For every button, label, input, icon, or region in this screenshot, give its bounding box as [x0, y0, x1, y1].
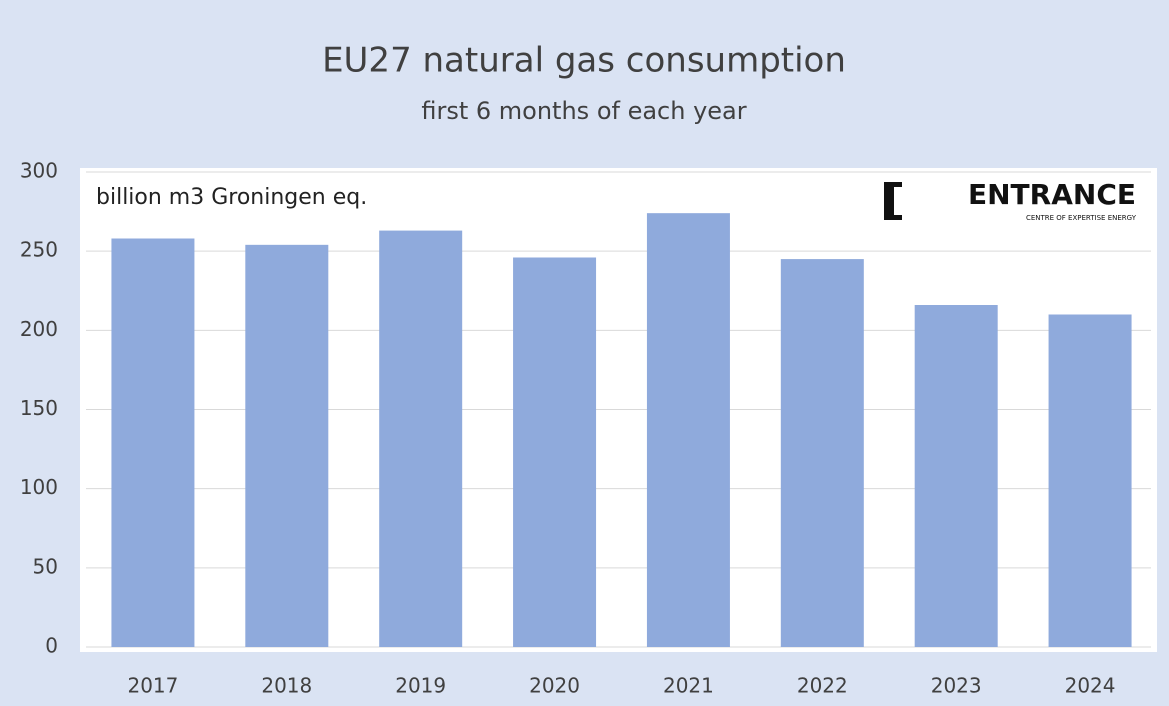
logo-tagline: CENTRE OF EXPERTISE ENERGY: [1026, 214, 1137, 222]
logo-mark: [894, 182, 902, 187]
x-tick-label: 2021: [663, 674, 714, 698]
y-tick-label: 250: [20, 238, 58, 262]
bar: [111, 238, 195, 647]
annotation: billion m3 Groningen eq.: [96, 185, 367, 210]
x-tick-label: 2023: [931, 674, 982, 698]
x-tick-label: 2020: [529, 674, 580, 698]
y-tick-label: 150: [20, 396, 58, 420]
bar: [914, 305, 998, 647]
logo-name: ENTRANCE: [968, 178, 1136, 211]
bar: [1048, 314, 1132, 647]
chart-title: EU27 natural gas consumption: [322, 41, 846, 81]
x-tick-label: 2019: [395, 674, 446, 698]
x-tick-label: 2018: [261, 674, 312, 698]
y-tick-label: 100: [20, 475, 58, 499]
x-tick-label: 2024: [1065, 674, 1116, 698]
bar: [646, 213, 730, 647]
logo-mark: [894, 215, 902, 220]
bar: [513, 257, 597, 647]
y-tick-label: 300: [20, 159, 58, 183]
x-tick-label: 2017: [127, 674, 178, 698]
y-tick-label: 200: [20, 317, 58, 341]
x-tick-label: 2022: [797, 674, 848, 698]
chart-subtitle: first 6 months of each year: [421, 97, 746, 125]
y-tick-label: 50: [33, 554, 58, 578]
logo-mark: [884, 182, 894, 220]
bar: [780, 259, 864, 647]
bar: [245, 244, 329, 648]
y-tick-label: 0: [45, 634, 58, 658]
bar: [379, 230, 463, 648]
